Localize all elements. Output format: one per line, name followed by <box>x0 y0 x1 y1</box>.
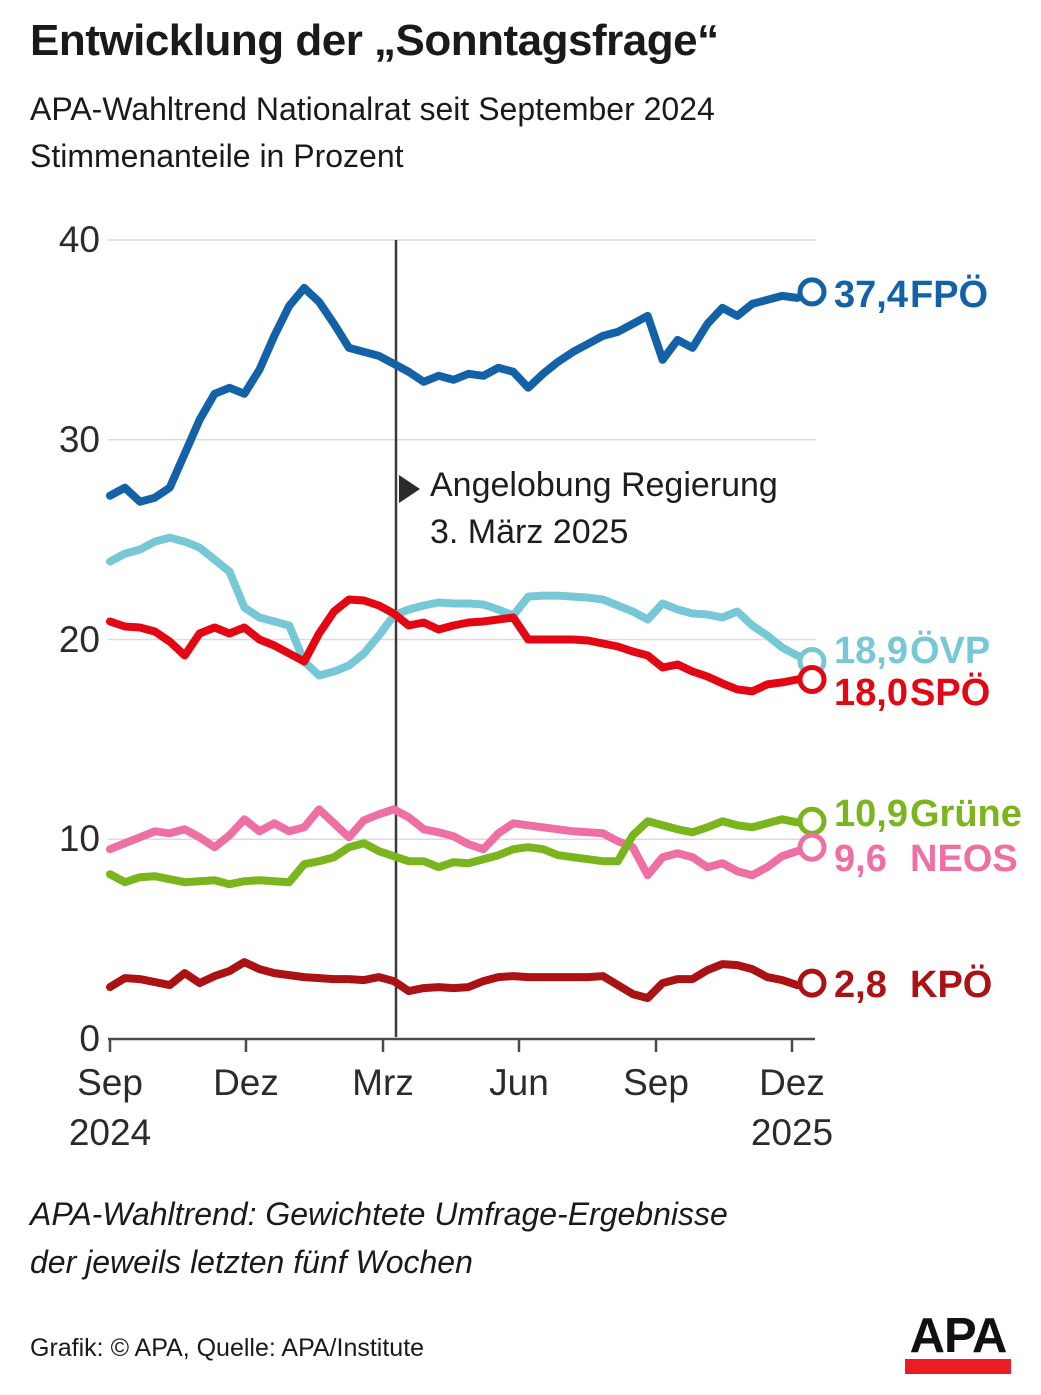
note-line-1: APA-Wahltrend: Gewichtete Umfrage-Ergebn… <box>30 1196 728 1232</box>
y-tick-label-40: 40 <box>58 219 100 260</box>
series-line-kpoe <box>106 958 816 1003</box>
series-label-name-spoe: SPÖ <box>910 672 991 715</box>
annotation-arrow-icon <box>398 475 420 503</box>
series-label-name-kpoe: KPÖ <box>910 964 993 1007</box>
series-label-value-fpoe: 37,4 <box>834 273 908 316</box>
series-line-neos <box>106 805 816 880</box>
apa-logo-red-bar <box>905 1359 1011 1374</box>
series-label-spoe: 18,0SPÖ <box>834 673 990 713</box>
subtitle-line-1: APA-Wahltrend Nationalrat seit September… <box>30 91 715 127</box>
x-tick-label-5: Dez <box>759 1062 825 1103</box>
series-label-value-neos: 9,6 <box>834 838 887 881</box>
series-label-name-fpoe: FPÖ <box>910 273 989 316</box>
series-label-name-gruene: Grüne <box>910 793 1022 836</box>
series-endpoint-marker-neos <box>797 832 827 862</box>
x-year-label-start: 2024 <box>68 1112 152 1153</box>
y-tick-label-30: 30 <box>58 418 100 460</box>
annotation-label: Angelobung Regierung 3. März 2025 <box>430 462 778 556</box>
series-endpoint-marker-spoe <box>797 664 827 694</box>
note-line-2: der jeweils letzten fünf Wochen <box>30 1244 473 1280</box>
series-label-gruene: 10,9Grüne <box>834 794 1022 834</box>
series-label-oevp: 18,9ÖVP <box>834 631 990 671</box>
series-label-value-oevp: 18,9 <box>834 630 908 673</box>
series-label-name-oevp: ÖVP <box>910 630 991 673</box>
series-label-value-gruene: 10,9 <box>834 793 908 836</box>
series-line-gruene <box>106 815 816 889</box>
x-tick-label-0: Sep <box>77 1062 143 1103</box>
apa-logo: APA <box>905 1309 1011 1374</box>
series-endpoint-marker-kpoe <box>797 968 827 998</box>
annotation-line-2: 3. März 2025 <box>430 513 629 551</box>
methodology-note: APA-Wahltrend: Gewichtete Umfrage-Ergebn… <box>30 1190 728 1286</box>
subtitle-line-2: Stimmenanteile in Prozent <box>30 138 404 174</box>
series-label-fpoe: 37,4FPÖ <box>834 275 988 315</box>
page-title: Entwicklung der „Sonntagsfrage“ <box>30 16 719 65</box>
x-tick-label-1: Dez <box>213 1062 279 1103</box>
series-endpoint-marker-fpoe <box>797 277 827 307</box>
page-subtitle: APA-Wahltrend Nationalrat seit September… <box>30 86 715 180</box>
y-tick-label-20: 20 <box>58 618 100 660</box>
series-label-name-neos: NEOS <box>910 838 1018 881</box>
series-label-kpoe: 2,8 KPÖ <box>834 965 992 1005</box>
y-tick-label-0: 0 <box>79 1018 100 1059</box>
annotation-line-1: Angelobung Regierung <box>430 466 778 504</box>
series-label-neos: 9,6 NEOS <box>834 839 1018 879</box>
source-credit: Grafik: © APA, Quelle: APA/Institute <box>30 1334 425 1362</box>
x-tick-label-2: Mrz <box>352 1062 414 1103</box>
x-tick-label-4: Sep <box>623 1062 689 1103</box>
series-line-oevp <box>106 533 816 680</box>
x-tick-label-3: Jun <box>489 1062 549 1103</box>
x-year-label-end: 2025 <box>750 1112 834 1153</box>
series-line-fpoe <box>106 283 816 506</box>
series-line-spoe <box>106 595 816 696</box>
series-label-value-kpoe: 2,8 <box>834 964 887 1007</box>
apa-logo-text: APA <box>909 1309 1008 1363</box>
y-tick-label-10: 10 <box>58 818 100 860</box>
series-label-value-spoe: 18,0 <box>834 672 908 715</box>
series-endpoint-marker-gruene <box>797 806 827 836</box>
